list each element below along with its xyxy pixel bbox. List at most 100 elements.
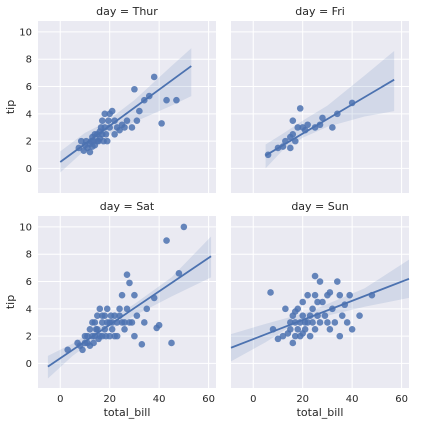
data-point (316, 319, 324, 326)
confidence-band (231, 259, 409, 362)
data-point (133, 312, 141, 319)
regression-line (47, 255, 212, 368)
y-tick-label: 2 (26, 137, 32, 148)
data-point (102, 131, 110, 138)
data-point (287, 144, 294, 152)
data-point (336, 291, 344, 299)
x-tick-label: 20 (296, 394, 309, 405)
data-point (94, 312, 101, 319)
y-tick-label: 0 (26, 359, 32, 370)
data-point (306, 332, 314, 340)
data-point (334, 278, 341, 285)
data-point (101, 110, 109, 118)
data-point (173, 96, 180, 104)
x-tick-label: 60 (202, 394, 215, 405)
x-tick-label: 0 (250, 394, 256, 405)
facet-panel: day = Thur 0 2 4 6 8 10 tip (4, 5, 216, 193)
data-point (126, 279, 133, 287)
data-point (289, 117, 297, 124)
data-point (143, 305, 151, 313)
data-point (86, 326, 94, 333)
data-point (338, 312, 346, 319)
data-point (319, 114, 326, 122)
data-point (128, 319, 136, 326)
data-point (356, 312, 363, 319)
data-point (111, 131, 118, 138)
data-point (299, 298, 306, 306)
data-point (324, 319, 331, 326)
data-point (274, 335, 282, 343)
data-point (138, 341, 146, 348)
panel-title: day = Sat (100, 200, 155, 213)
data-point (163, 237, 170, 244)
data-point (289, 339, 297, 347)
data-point (319, 298, 326, 306)
data-point (108, 326, 116, 333)
data-point (141, 319, 148, 326)
data-point (163, 96, 170, 104)
data-point (287, 326, 294, 333)
data-point (128, 124, 136, 131)
data-point (155, 321, 163, 329)
data-point (311, 326, 319, 333)
data-point (282, 305, 289, 313)
y-tick-label: 6 (26, 277, 32, 288)
data-point (108, 107, 116, 115)
data-point (336, 332, 344, 340)
y-tick-label: 10 (19, 222, 32, 233)
data-point (348, 326, 356, 333)
data-point (118, 291, 126, 299)
data-point (158, 120, 165, 127)
data-point (131, 332, 138, 340)
facet-panel: day = Sat 0 2 4 6 8 10 tip 0 20 40 60 total_bill (4, 200, 216, 419)
data-point (311, 272, 319, 280)
data-point (101, 312, 109, 319)
data-point (326, 289, 334, 296)
data-point (90, 339, 97, 347)
facet-panel: day = Fri (231, 5, 409, 193)
data-point (180, 223, 188, 231)
y-tick-label: 6 (26, 82, 32, 93)
panel-background (38, 21, 216, 193)
data-point (326, 326, 334, 333)
data-point (294, 124, 302, 131)
data-point (291, 332, 299, 340)
y-tick-label: 8 (26, 250, 32, 261)
panel-title: day = Sun (291, 200, 348, 213)
data-point (121, 326, 128, 333)
data-point (106, 332, 113, 340)
data-point (123, 117, 131, 124)
data-point (136, 107, 143, 115)
data-point (346, 291, 353, 299)
data-point (121, 124, 128, 131)
data-point (121, 319, 128, 326)
data-point (133, 117, 141, 124)
y-axis-label: tip (4, 100, 17, 114)
data-point (296, 105, 304, 112)
y-tick-label: 4 (26, 304, 32, 315)
data-point (105, 117, 112, 124)
data-point (331, 319, 339, 326)
facet-panel: day = Sun 0 20 40 60 total_bill (230, 200, 410, 419)
data-point (123, 305, 131, 313)
data-point (86, 148, 94, 156)
x-tick-label: 40 (346, 394, 359, 405)
data-point (131, 291, 138, 299)
data-point (150, 73, 158, 81)
x-tick-label: 40 (153, 394, 166, 405)
data-point (106, 124, 113, 131)
x-tick-label: 0 (57, 394, 63, 405)
data-point (309, 319, 316, 326)
data-point (311, 291, 319, 299)
y-tick-label: 8 (26, 55, 32, 66)
regression-line (265, 78, 395, 157)
data-point (98, 117, 106, 124)
data-point (168, 339, 175, 347)
data-point (316, 278, 324, 285)
x-tick-label: 20 (103, 394, 116, 405)
regression-line (230, 277, 410, 349)
data-point (96, 305, 104, 313)
panel-title: day = Fri (295, 5, 345, 18)
data-point (304, 291, 311, 299)
